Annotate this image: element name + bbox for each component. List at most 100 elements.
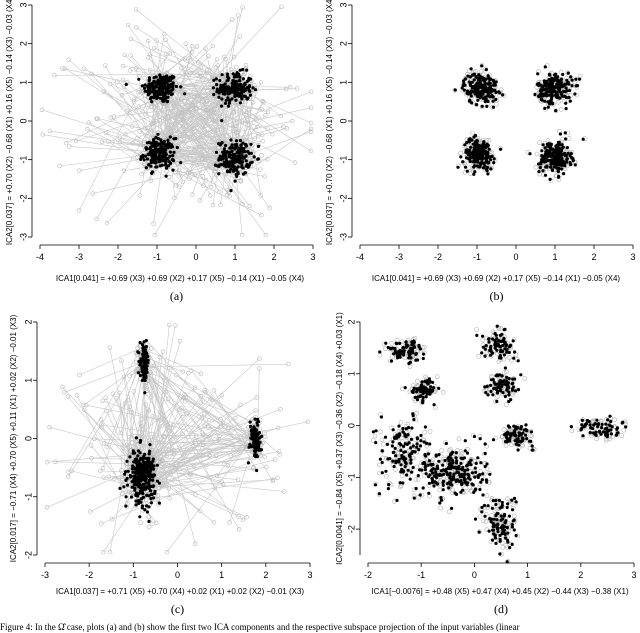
data-point	[475, 94, 480, 99]
grey-point	[534, 151, 540, 157]
grey-point	[76, 208, 82, 213]
data-point	[152, 473, 156, 477]
data-point	[485, 142, 489, 146]
grey-point	[143, 402, 149, 407]
grey-point	[44, 505, 50, 510]
data-point	[569, 163, 573, 167]
grey-point	[81, 66, 87, 72]
data-point	[146, 87, 151, 91]
grey-point	[484, 138, 490, 143]
grey-point	[142, 383, 148, 388]
data-point	[469, 145, 473, 149]
data-point	[252, 440, 256, 444]
data-point	[246, 96, 250, 100]
data-point	[549, 80, 553, 84]
data-point	[556, 93, 560, 97]
data-point	[555, 77, 559, 81]
data-point	[159, 88, 163, 92]
grey-point	[240, 201, 245, 207]
data-point	[149, 473, 153, 477]
data-point	[141, 373, 145, 377]
grey-point	[305, 419, 310, 424]
grey-trajectory-layer	[39, 4, 314, 238]
grey-link	[123, 376, 137, 459]
grey-point	[193, 492, 198, 497]
grey-point	[145, 55, 151, 60]
grey-point	[230, 17, 235, 22]
data-point	[168, 75, 172, 79]
data-point	[169, 92, 173, 97]
grey-link	[102, 400, 257, 456]
data-point	[238, 101, 243, 105]
grey-link	[64, 360, 149, 393]
data-point	[136, 449, 141, 453]
grey-point	[163, 389, 169, 395]
data-point	[157, 501, 161, 505]
grey-point	[128, 53, 133, 58]
grey-point	[194, 44, 200, 49]
data-point	[539, 83, 543, 87]
grey-link	[101, 462, 249, 524]
grey-point	[275, 475, 280, 481]
data-point	[136, 492, 141, 496]
data-point	[145, 468, 149, 472]
grey-point	[294, 86, 300, 91]
data-point	[463, 143, 467, 147]
data-point	[153, 153, 157, 157]
data-point	[483, 89, 487, 93]
data-point	[477, 144, 481, 148]
data-point	[235, 145, 239, 149]
data-point	[246, 461, 251, 465]
grey-point	[100, 465, 106, 471]
data-point	[213, 163, 217, 167]
grey-point	[243, 62, 249, 68]
grey-point	[127, 461, 133, 467]
grey-point	[284, 126, 289, 131]
data-point	[230, 149, 234, 153]
data-point	[154, 90, 158, 94]
data-point	[557, 147, 561, 151]
data-point	[255, 468, 259, 473]
grey-link	[66, 98, 157, 144]
grey-point	[262, 430, 267, 436]
data-point	[146, 152, 150, 156]
data-point	[147, 505, 151, 509]
data-point	[553, 85, 557, 90]
data-point	[241, 141, 245, 145]
grey-point	[231, 54, 237, 60]
data-point	[146, 361, 150, 365]
data-point	[545, 165, 549, 169]
data-point	[256, 420, 261, 424]
grey-point	[257, 366, 262, 371]
data-point	[142, 86, 147, 90]
data-point	[144, 486, 148, 490]
grey-point	[119, 468, 124, 473]
data-point	[548, 102, 552, 106]
data-point	[242, 146, 246, 151]
data-point	[492, 157, 496, 161]
data-point	[554, 109, 558, 113]
data-point	[581, 137, 585, 141]
data-point	[259, 448, 264, 452]
y-tick-label: 2	[23, 319, 33, 324]
data-point	[475, 164, 480, 168]
grey-link	[219, 92, 312, 152]
data-point	[237, 94, 241, 98]
data-point	[560, 143, 564, 147]
grey-point	[125, 109, 130, 114]
grey-point	[211, 520, 217, 525]
grey-point	[120, 77, 126, 83]
data-point	[241, 77, 245, 81]
grey-point	[188, 368, 194, 373]
data-point	[483, 83, 487, 87]
grey-point	[155, 493, 161, 499]
data-point	[556, 157, 560, 161]
data-point	[141, 346, 145, 350]
grey-point	[148, 346, 154, 351]
data-point	[151, 149, 155, 153]
grey-point	[377, 352, 383, 358]
data-point	[234, 98, 238, 102]
grey-point	[67, 144, 72, 149]
data-point	[561, 72, 565, 77]
